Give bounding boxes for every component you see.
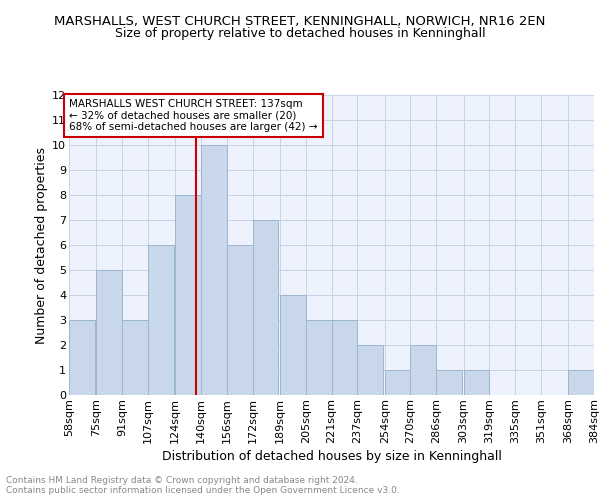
Text: Contains HM Land Registry data © Crown copyright and database right 2024.
Contai: Contains HM Land Registry data © Crown c…	[6, 476, 400, 495]
Bar	[331, 320, 357, 395]
Bar	[253, 220, 278, 395]
Text: MARSHALLS, WEST CHURCH STREET, KENNINGHALL, NORWICH, NR16 2EN: MARSHALLS, WEST CHURCH STREET, KENNINGHA…	[55, 15, 545, 28]
Bar	[227, 245, 253, 395]
Bar	[464, 370, 490, 395]
Bar	[306, 320, 331, 395]
Bar	[69, 320, 95, 395]
Bar	[175, 195, 201, 395]
Bar	[568, 370, 594, 395]
Text: MARSHALLS WEST CHURCH STREET: 137sqm
← 32% of detached houses are smaller (20)
6: MARSHALLS WEST CHURCH STREET: 137sqm ← 3…	[70, 99, 318, 132]
X-axis label: Distribution of detached houses by size in Kenninghall: Distribution of detached houses by size …	[161, 450, 502, 462]
Bar	[357, 345, 383, 395]
Bar	[148, 245, 173, 395]
Text: Size of property relative to detached houses in Kenninghall: Size of property relative to detached ho…	[115, 28, 485, 40]
Bar	[97, 270, 122, 395]
Bar	[280, 295, 306, 395]
Bar	[410, 345, 436, 395]
Bar	[201, 145, 227, 395]
Bar	[385, 370, 410, 395]
Y-axis label: Number of detached properties: Number of detached properties	[35, 146, 48, 344]
Bar	[436, 370, 462, 395]
Bar	[122, 320, 148, 395]
